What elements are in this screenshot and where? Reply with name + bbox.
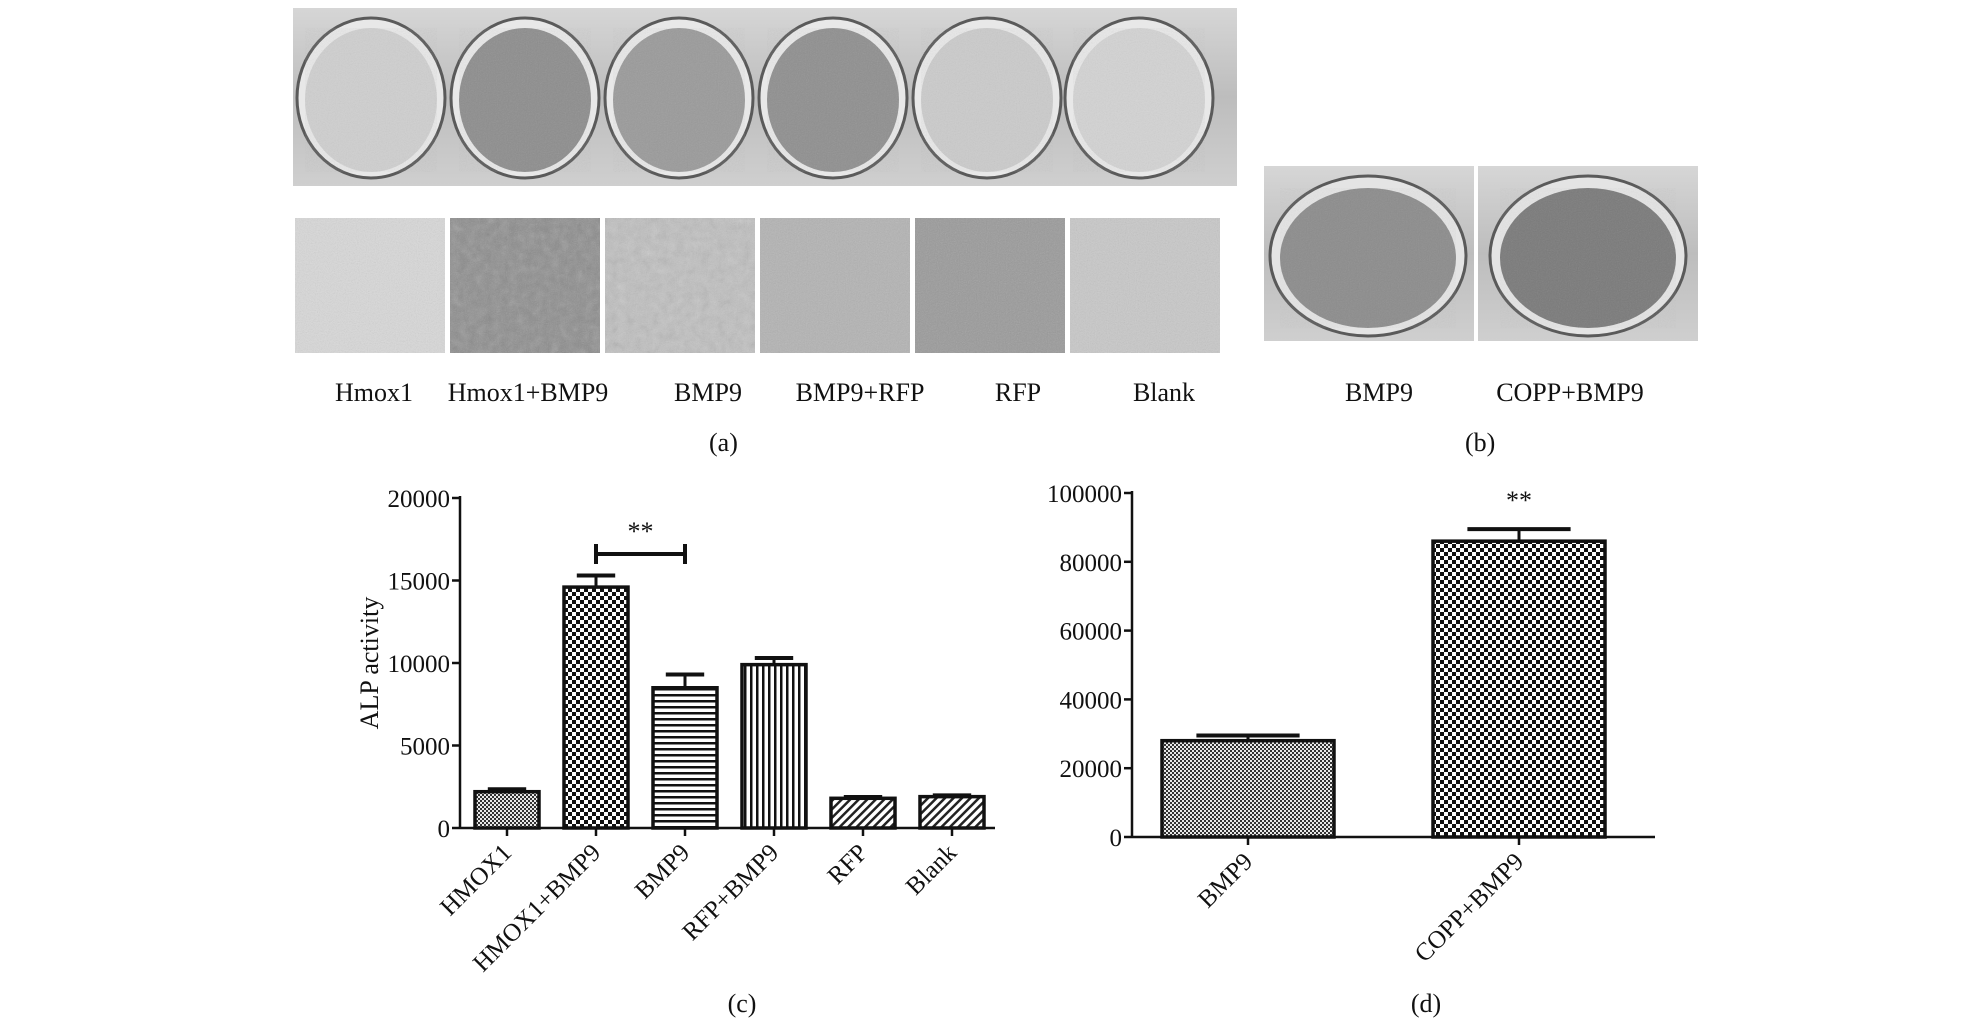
- x-tick-label: COPP+BMP9: [1410, 848, 1529, 967]
- well-a-5: [1063, 16, 1215, 180]
- well-a-1: [449, 16, 601, 180]
- micrograph-a-1: [450, 218, 600, 353]
- micrograph-a-3: [760, 218, 910, 353]
- x-tick-label: RFP+BMP9: [678, 839, 785, 946]
- y-tick-label: 10000: [388, 651, 451, 678]
- panel-label-c: (c): [728, 989, 757, 1018]
- y-tick-label: 40000: [1060, 687, 1123, 714]
- well-label-hmox1-bmp9: Hmox1+BMP9: [447, 378, 609, 407]
- well-a-0: [295, 16, 447, 180]
- well-a-2: [603, 16, 755, 180]
- bar-rfp-bmp9: [740, 662, 808, 830]
- bar-hmox1: [473, 789, 541, 830]
- panel-label-a: (a): [709, 428, 738, 457]
- y-tick-label: 100000: [1047, 481, 1122, 508]
- y-axis-label: ALP activity: [355, 597, 384, 730]
- x-tick-label: RFP: [823, 839, 874, 890]
- x-tick-label: BMP9: [1193, 848, 1258, 913]
- bar-bmp9: [651, 686, 719, 830]
- x-tick-label: HMOX1: [435, 839, 517, 921]
- micrograph-a-2: [605, 218, 755, 353]
- micrograph-a-0: [295, 218, 445, 353]
- panel-label-d: (d): [1411, 989, 1441, 1018]
- x-tick-label: BMP9: [630, 839, 695, 904]
- bar-hmox1-bmp9: [562, 585, 630, 830]
- bar-rfp: [829, 796, 897, 830]
- bar-bmp9: [1160, 738, 1336, 839]
- significance-label: **: [628, 517, 654, 546]
- y-tick-label: 20000: [1060, 756, 1123, 783]
- y-tick-label: 0: [438, 816, 451, 843]
- well-b-0: [1268, 174, 1468, 338]
- y-tick-label: 20000: [388, 486, 451, 513]
- well-label-b-bmp9: BMP9: [1345, 378, 1413, 407]
- plate-image-a: [293, 8, 1237, 353]
- plate-image-b: [1264, 166, 1698, 341]
- well-b-1: [1488, 174, 1688, 338]
- y-tick-label: 5000: [400, 734, 450, 761]
- well-label-bmp9-rfp: BMP9+RFP: [795, 378, 925, 407]
- y-tick-label: 60000: [1060, 619, 1123, 646]
- well-label-b-copp-bmp9: COPP+BMP9: [1496, 378, 1644, 407]
- x-tick-label: Blank: [901, 839, 963, 901]
- well-label-rfp: RFP: [994, 378, 1042, 407]
- bar-copp-bmp9: [1431, 539, 1607, 839]
- chart-d: 0 20000 40000 60000 80000 100000 BMP9 COPP+BMP9…: [1047, 481, 1655, 1018]
- well-label-hmox1: Hmox1: [335, 378, 413, 407]
- micrograph-a-4: [915, 218, 1065, 353]
- significance-label: **: [1506, 486, 1532, 515]
- y-tick-label: 15000: [388, 569, 451, 596]
- micrograph-a-5: [1070, 218, 1220, 353]
- well-label-bmp9: BMP9: [674, 378, 742, 407]
- panel-label-b: (b): [1465, 428, 1496, 457]
- well-a-3: [757, 16, 909, 180]
- y-tick-label: 0: [1110, 825, 1123, 852]
- well-a-4: [911, 16, 1063, 180]
- y-tick-label: 80000: [1060, 550, 1123, 577]
- well-label-blank: Blank: [1132, 378, 1196, 407]
- bar-blank: [918, 794, 986, 830]
